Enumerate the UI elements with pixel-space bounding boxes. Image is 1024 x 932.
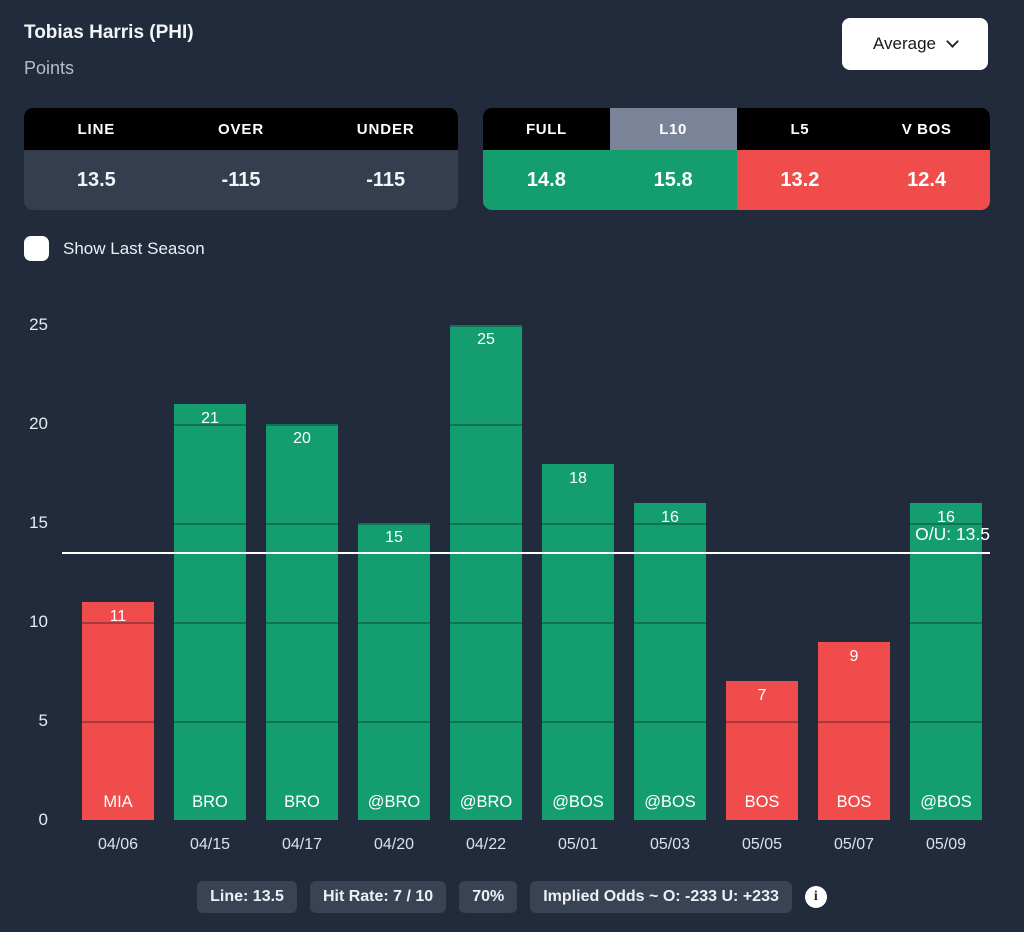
bar-opponent-label: @BRO	[459, 793, 513, 811]
x-axis-label: 05/03	[649, 836, 691, 853]
bar-opponent-label: BOS	[744, 793, 780, 811]
x-axis-label: 04/20	[373, 836, 415, 853]
bar-opponent-label: BOS	[836, 793, 872, 811]
odds-col-line: LINE	[77, 120, 116, 138]
odds-table-values: 13.5 -115 -115	[24, 150, 458, 210]
bar-opponent-label: @BOS	[920, 793, 972, 811]
x-axis-label: 04/17	[281, 836, 323, 853]
footer-stats-bar: Line: 13.5 Hit Rate: 7 / 10 70% Implied …	[0, 881, 1024, 913]
y-axis-tick: 0	[38, 810, 48, 829]
x-axis-label: 04/06	[97, 836, 139, 853]
x-axis-label: 04/22	[465, 836, 507, 853]
bar-value-label: 16	[937, 509, 955, 527]
bar-04/17[interactable]: 20 BRO	[266, 424, 338, 820]
bar-opponent-label: @BRO	[367, 793, 421, 811]
splits-tabs: FULL L10 L5 V BOS	[483, 108, 990, 150]
x-axis-label: 05/01	[557, 836, 599, 853]
average-dropdown[interactable]: Average	[842, 18, 988, 70]
bar-value-label: 7	[757, 687, 767, 705]
hit-rate-badge: Hit Rate: 7 / 10	[309, 881, 447, 913]
bar-opponent-label: BRO	[284, 793, 320, 811]
bar-chart: O/U: 13.5 0 5 10 15 20 25 11 MIA 21 BRO 20 BRO 15 @BR…	[29, 315, 990, 829]
show-last-season-toggle[interactable]: Show Last Season	[24, 236, 205, 261]
line-badge: Line: 13.5	[197, 881, 297, 913]
show-last-season-checkbox[interactable]	[24, 236, 49, 261]
odds-col-under: UNDER	[356, 120, 415, 138]
chevron-down-icon	[946, 35, 959, 48]
bar-opponent-label: BRO	[192, 793, 228, 811]
bar-05/09[interactable]: 16 @BOS	[910, 503, 982, 820]
ou-line	[62, 551, 990, 554]
x-axis: 04/06 04/15 04/17 04/20 04/22 05/01 05/03 05/05…	[62, 836, 990, 860]
over-odds-value: -115	[221, 168, 261, 191]
bar-opponent-label: @BOS	[644, 793, 696, 811]
x-axis-label: 05/09	[925, 836, 967, 853]
average-dropdown-label: Average	[872, 34, 936, 53]
info-icon[interactable]: i	[804, 886, 827, 908]
bar-value-label: 18	[569, 469, 587, 487]
bar-04/15[interactable]: 21 BRO	[174, 404, 246, 820]
tab-full[interactable]: FULL	[483, 108, 610, 150]
y-axis-tick: 15	[29, 513, 48, 532]
odds-col-over: OVER	[217, 120, 265, 138]
bar-value-label: 11	[109, 608, 127, 626]
splits-values: 14.8 15.8 13.2 12.4	[483, 150, 990, 210]
tab-l5[interactable]: L5	[736, 108, 864, 150]
odds-table: LINE OVER UNDER 13.5 -115 -115	[24, 108, 458, 210]
split-value-vbos: 12.4	[863, 150, 990, 210]
bar-value-label: 9	[849, 647, 859, 665]
y-axis-tick: 20	[29, 414, 48, 433]
bar-04/20[interactable]: 15 @BRO	[358, 523, 430, 820]
split-value-l5: 13.2	[736, 150, 864, 210]
x-axis-label: 05/05	[741, 836, 783, 853]
hit-rate-percent-badge: 70%	[459, 881, 518, 913]
line-value: 13.5	[76, 168, 116, 191]
implied-odds-badge: Implied Odds ~ O: -233 U: +233	[530, 881, 792, 913]
stat-label: Points	[24, 58, 75, 78]
bar-04/06[interactable]: 11 MIA	[82, 602, 154, 820]
bar-05/07[interactable]: 9 BOS	[818, 641, 890, 820]
bar-opponent-label: @BOS	[552, 793, 604, 811]
bar-05/03[interactable]: 16 @BOS	[634, 503, 706, 820]
bar-05/05[interactable]: 7 BOS	[726, 681, 798, 820]
odds-table-header: LINE OVER UNDER	[24, 108, 458, 150]
page-title-player: Tobias Harris (PHI)	[24, 22, 194, 43]
tab-vbos[interactable]: V BOS	[863, 108, 990, 150]
bar-04/22[interactable]: 25 @BRO	[450, 325, 522, 820]
y-axis-tick: 25	[29, 315, 48, 334]
under-odds-value: -115	[366, 168, 406, 191]
splits-table: FULL L10 L5 V BOS 14.8 15.8 13.2 12.4	[483, 108, 990, 210]
bar-value-label: 20	[293, 430, 311, 447]
split-value-l10: 15.8	[609, 150, 737, 210]
bar-value-label: 15	[385, 529, 403, 546]
x-axis-label: 04/15	[189, 836, 231, 853]
x-axis-label: 05/07	[833, 836, 875, 853]
bar-value-label: 21	[201, 410, 219, 428]
bar-opponent-label: MIA	[103, 793, 133, 811]
y-axis-tick: 5	[38, 711, 48, 730]
bar-value-label: 16	[661, 509, 679, 527]
y-axis-tick: 10	[29, 612, 48, 631]
bar-value-label: 25	[477, 331, 495, 348]
split-value-full: 14.8	[483, 150, 610, 210]
bar-05/01[interactable]: 18 @BOS	[542, 463, 614, 820]
ou-line-label: O/U: 13.5	[915, 523, 990, 544]
show-last-season-label: Show Last Season	[63, 238, 205, 258]
tab-l10[interactable]: L10	[609, 108, 737, 150]
